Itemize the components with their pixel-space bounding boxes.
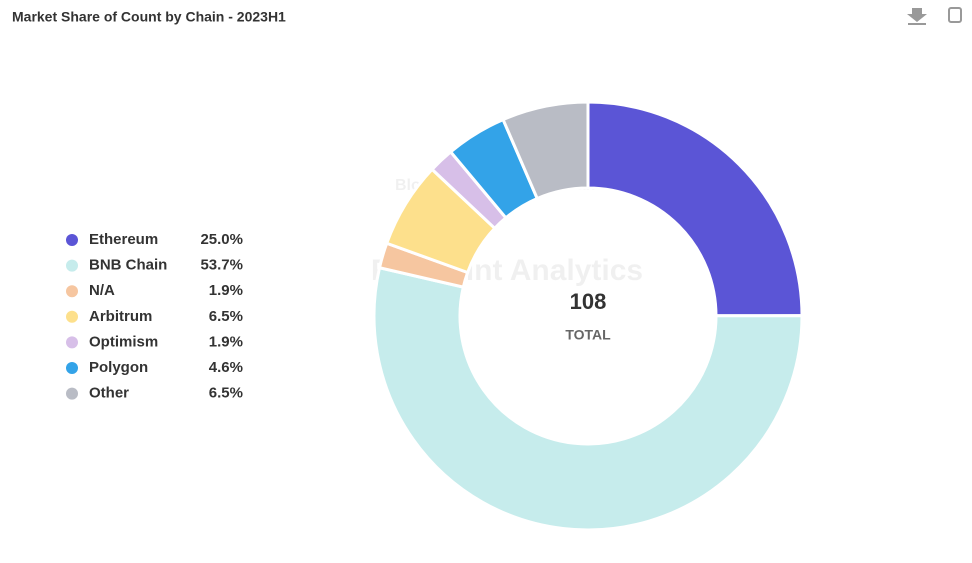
chart-title: Market Share of Count by Chain - 2023H1 (12, 9, 286, 25)
legend-value: 1.9% (209, 282, 243, 299)
legend-label: Polygon (89, 359, 148, 376)
donut-slice (372, 265, 804, 532)
legend-value: 6.5% (209, 385, 243, 402)
legend-marker (66, 234, 78, 246)
legend-value: 4.6% (209, 359, 243, 376)
legend-value: 6.5% (209, 308, 243, 325)
download-icon[interactable] (907, 8, 927, 25)
legend-label: N/A (89, 282, 115, 299)
legend-value: 1.9% (209, 333, 243, 350)
legend-marker (66, 310, 78, 323)
legend-label: Ethereum (89, 231, 158, 248)
legend-value: 25.0% (200, 231, 243, 248)
center-total: 108 (570, 289, 607, 314)
donut-slice (586, 100, 804, 318)
donut-slice (501, 100, 590, 201)
legend-marker (66, 362, 78, 374)
legend-marker (66, 259, 78, 272)
legend-marker (66, 387, 78, 400)
center-total-label: TOTAL (565, 327, 611, 343)
legend-marker (66, 336, 78, 349)
legend-label: Arbitrum (89, 308, 152, 325)
settings-icon[interactable] (948, 7, 962, 23)
legend-label: BNB Chain (89, 257, 167, 274)
legend-label: Other (89, 385, 129, 402)
legend-value: 53.7% (200, 257, 243, 274)
legend-marker (66, 285, 78, 298)
legend-label: Optimism (89, 333, 158, 350)
